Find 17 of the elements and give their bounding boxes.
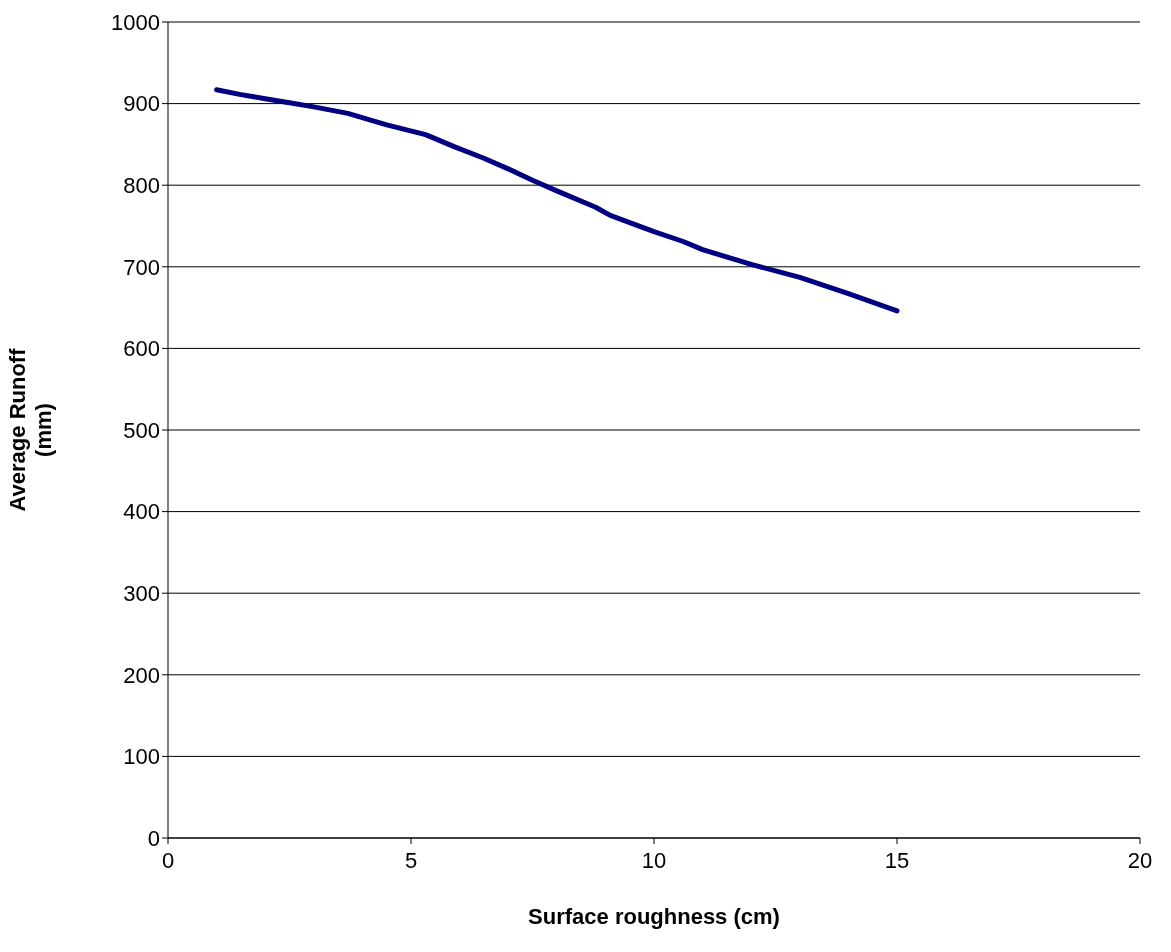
y-tick-label: 100 [123, 744, 160, 770]
y-tick-label: 0 [147, 825, 160, 851]
y-tick-label: 400 [123, 499, 160, 525]
y-tick-label: 900 [123, 91, 160, 117]
x-axis-title: Surface roughness (cm) [528, 904, 780, 929]
x-tick-label: 10 [641, 847, 667, 873]
y-axis-title: Average Runoff (mm) [5, 347, 56, 512]
y-tick-label: 1000 [111, 9, 160, 35]
y-tick-label: 500 [123, 417, 160, 443]
x-tick-label: 5 [404, 847, 418, 873]
x-tick-label: 15 [884, 847, 910, 873]
y-tick-label: 300 [123, 581, 160, 607]
x-tick-label: 20 [1127, 847, 1153, 873]
y-tick-label: 600 [123, 336, 160, 362]
y-tick-label: 200 [123, 662, 160, 688]
y-tick-label: 700 [123, 254, 160, 280]
y-tick-label: 800 [123, 173, 160, 199]
